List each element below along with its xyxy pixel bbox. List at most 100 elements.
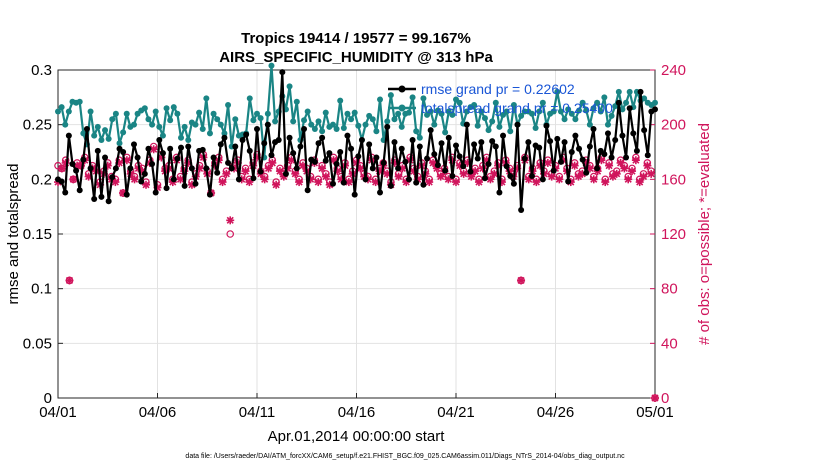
totalspread-point <box>308 121 315 128</box>
marker-stroke <box>295 178 303 186</box>
totalspread-point <box>203 95 210 102</box>
rmse-point <box>105 198 112 205</box>
totalspread-point <box>159 132 166 139</box>
totalspread-point <box>496 123 503 130</box>
obs-evaluated-marker <box>628 167 637 176</box>
rmse-point <box>518 206 525 213</box>
y-left-tick-label: 0.05 <box>23 335 52 352</box>
marker-stroke <box>142 181 150 189</box>
obs-evaluated-marker <box>651 394 659 402</box>
obs-evaluated-marker <box>555 175 564 184</box>
marker-stroke <box>356 164 364 172</box>
rmse-point <box>98 193 105 200</box>
totalspread-point <box>561 116 568 123</box>
totalspread-point <box>250 117 257 124</box>
rmse-point <box>304 187 311 194</box>
totalspread-point <box>351 109 358 116</box>
rmse-point <box>91 196 98 203</box>
rmse-point <box>264 121 271 128</box>
rmse-point <box>337 149 344 155</box>
rmse-point <box>112 165 119 172</box>
obs-evaluated-marker <box>459 169 468 178</box>
rmse-point <box>576 145 583 152</box>
rmse-point <box>206 191 213 198</box>
totalspread-point <box>384 118 391 125</box>
marker-stroke <box>636 178 644 186</box>
rmse-point <box>203 165 210 172</box>
totalspread-point <box>210 110 217 117</box>
marker-stroke <box>486 175 495 183</box>
totalspread-point <box>539 99 546 106</box>
marker-stroke <box>425 178 433 186</box>
rmse-point <box>210 154 217 161</box>
marker-stroke <box>322 173 330 181</box>
obs-evaluated-marker <box>436 172 445 181</box>
rmse-point <box>138 178 145 185</box>
totalspread-point <box>474 122 481 129</box>
obs-evaluated-marker <box>612 169 621 178</box>
marker-stroke <box>272 181 280 189</box>
obs-evaluated-marker <box>321 172 330 181</box>
totalspread-point <box>102 127 109 134</box>
rmse-point <box>503 163 510 170</box>
totalspread-point <box>322 109 329 116</box>
rmse-point <box>301 126 308 133</box>
y-left-tick-label: 0.3 <box>31 62 52 79</box>
rmse-point <box>424 155 431 162</box>
totalspread-point <box>116 140 123 147</box>
totalspread-point <box>315 118 322 125</box>
rmse-point <box>547 138 554 145</box>
totalspread-point <box>55 108 61 115</box>
rmse-point <box>181 182 188 189</box>
marker-stroke <box>241 167 250 175</box>
rmse-point <box>525 139 532 146</box>
rmse-point <box>637 88 644 95</box>
rmse-point <box>449 173 456 180</box>
totalspread-point <box>167 117 174 124</box>
obs-evaluated-marker <box>624 175 633 184</box>
totalspread-point <box>579 99 586 106</box>
totalspread-point <box>163 105 170 112</box>
rmse-point <box>225 159 232 166</box>
rmse-point <box>405 176 412 183</box>
marker-stroke <box>471 167 479 175</box>
legend-rmse-marker <box>398 85 406 93</box>
x-tick-label: 04/21 <box>437 404 475 421</box>
rmse-point <box>471 141 478 148</box>
obs-evaluated-marker <box>543 158 552 167</box>
obs-evaluated-marker <box>314 178 323 187</box>
legend-rmse-label: rmse grand pr = 0.22602 <box>421 81 575 97</box>
line-series <box>55 62 658 213</box>
totalspread-line <box>57 64 656 159</box>
marker-stroke <box>475 178 483 186</box>
marker-stroke <box>628 167 636 175</box>
rmse-point <box>174 155 181 162</box>
totalspread-point <box>554 88 561 95</box>
rmse-point <box>109 174 116 181</box>
totalspread-point <box>362 121 369 128</box>
totalspread-point <box>232 116 239 123</box>
rmse-point <box>615 99 622 106</box>
obs-evaluated-marker <box>601 178 610 187</box>
marker-stroke <box>452 178 460 186</box>
y-left-tick-label: 0.2 <box>31 171 52 188</box>
rmse-point <box>369 165 376 172</box>
y-axis-left-label: rmse and totalspread <box>5 164 22 305</box>
rmse-point <box>170 176 177 183</box>
rmse-point <box>543 122 550 129</box>
totalspread-point <box>109 116 116 123</box>
totalspread-point <box>623 99 630 106</box>
totalspread-point <box>206 130 213 137</box>
marker-stroke <box>150 145 158 153</box>
totalspread-point <box>405 109 412 116</box>
rmse-point <box>626 105 633 112</box>
rmse-point <box>377 189 384 196</box>
totalspread-point <box>120 129 127 136</box>
y-right-tick-label: 0 <box>661 390 669 407</box>
obs-evaluated-marker <box>490 169 499 178</box>
totalspread-point <box>391 116 398 123</box>
totalspread-point <box>456 99 463 106</box>
rmse-point <box>572 132 579 139</box>
rmse-point <box>453 142 459 149</box>
rmse-point <box>445 134 452 141</box>
